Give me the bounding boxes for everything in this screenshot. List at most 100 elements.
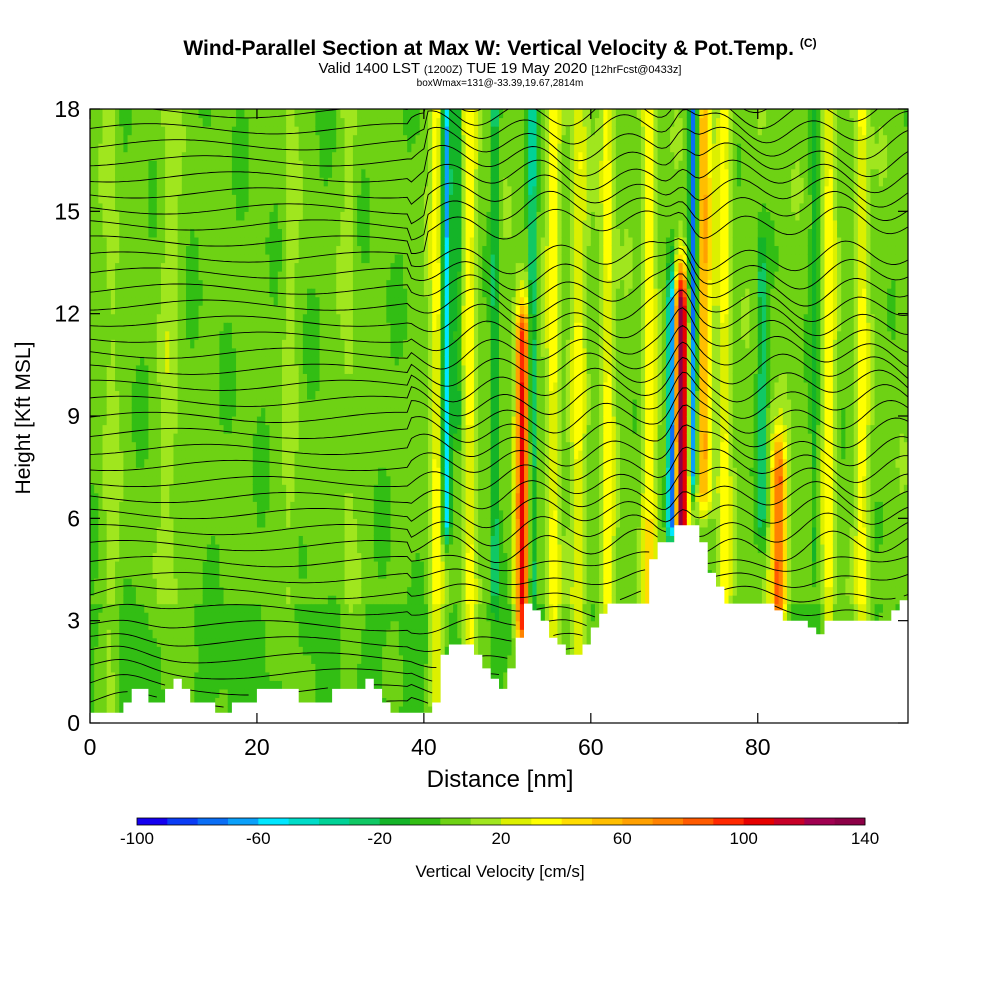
field-cell bbox=[160, 330, 166, 340]
field-cell bbox=[219, 305, 225, 315]
field-cell bbox=[352, 330, 358, 340]
field-cell bbox=[348, 458, 354, 468]
field-cell bbox=[273, 501, 279, 511]
field-cell bbox=[319, 458, 325, 468]
field-cell bbox=[110, 109, 116, 119]
field-cell bbox=[290, 680, 296, 690]
field-cell bbox=[215, 407, 220, 417]
field-cell bbox=[148, 228, 154, 238]
field-cell bbox=[319, 339, 325, 349]
field-cell bbox=[281, 168, 287, 178]
field-cell bbox=[252, 134, 258, 144]
field-cell bbox=[231, 654, 237, 664]
field-cell bbox=[231, 552, 237, 562]
field-cell bbox=[319, 202, 325, 212]
field-cell bbox=[115, 390, 120, 400]
field-cell bbox=[265, 458, 271, 468]
field-cell bbox=[231, 680, 237, 690]
field-cell bbox=[135, 160, 141, 170]
field-cell bbox=[319, 168, 325, 178]
field-cell bbox=[223, 416, 229, 426]
field-cell bbox=[190, 228, 195, 238]
field-cell bbox=[369, 296, 375, 306]
field-cell bbox=[219, 671, 225, 681]
field-cell bbox=[281, 569, 287, 579]
field-cell bbox=[248, 467, 254, 477]
field-cell bbox=[332, 134, 337, 144]
field-cell bbox=[298, 305, 304, 315]
field-cell bbox=[215, 671, 220, 681]
field-cell bbox=[206, 450, 212, 460]
field-cell bbox=[110, 313, 116, 323]
field-cell bbox=[206, 262, 212, 272]
field-cell bbox=[219, 271, 225, 281]
field-cell bbox=[90, 381, 95, 392]
field-cell bbox=[302, 629, 308, 639]
field-cell bbox=[286, 407, 291, 417]
field-cell bbox=[365, 637, 371, 647]
field-cell bbox=[106, 228, 112, 238]
field-cell bbox=[140, 390, 145, 400]
field-cell bbox=[90, 509, 95, 519]
field-cell bbox=[265, 194, 271, 204]
field-cell bbox=[198, 620, 204, 630]
field-cell bbox=[115, 262, 120, 272]
field-cell bbox=[369, 373, 375, 383]
field-cell bbox=[281, 126, 287, 136]
field-cell bbox=[127, 629, 133, 639]
field-cell bbox=[323, 501, 329, 511]
field-cell bbox=[115, 569, 120, 579]
field-cell bbox=[365, 595, 371, 605]
field-cell bbox=[286, 356, 291, 366]
field-cell bbox=[369, 509, 375, 519]
field-cell bbox=[181, 390, 187, 400]
field-cell bbox=[165, 109, 170, 119]
field-cell bbox=[273, 612, 279, 622]
field-cell bbox=[131, 424, 137, 434]
field-cell bbox=[231, 458, 237, 468]
field-cell bbox=[361, 364, 367, 374]
field-cell bbox=[115, 373, 120, 383]
field-cell bbox=[173, 228, 179, 238]
field-cell bbox=[119, 305, 124, 315]
field-cell bbox=[369, 629, 375, 639]
field-cell bbox=[206, 535, 212, 545]
field-cell bbox=[206, 398, 212, 409]
field-cell bbox=[352, 467, 358, 477]
field-cell bbox=[194, 134, 200, 144]
field-cell bbox=[156, 117, 162, 127]
field-cell bbox=[244, 143, 250, 153]
field-cell bbox=[281, 560, 287, 571]
field-cell bbox=[160, 612, 166, 622]
field-cell bbox=[307, 151, 312, 161]
field-cell bbox=[119, 356, 124, 366]
field-cell bbox=[369, 322, 375, 332]
field-cell bbox=[273, 578, 279, 588]
field-cell bbox=[336, 646, 341, 656]
field-cell bbox=[98, 663, 104, 673]
field-cell bbox=[165, 424, 170, 434]
field-cell bbox=[240, 433, 246, 443]
field-cell bbox=[144, 364, 150, 374]
field-cell bbox=[340, 160, 346, 170]
field-cell bbox=[294, 433, 300, 443]
field-cell bbox=[236, 475, 241, 485]
field-cell bbox=[236, 697, 241, 707]
field-cell bbox=[332, 501, 337, 511]
field-cell bbox=[307, 680, 312, 690]
field-cell bbox=[344, 134, 350, 144]
field-cell bbox=[319, 424, 325, 434]
field-cell bbox=[215, 458, 220, 468]
field-cell bbox=[298, 467, 304, 477]
field-cell bbox=[115, 288, 120, 298]
field-cell bbox=[332, 381, 337, 392]
field-cell bbox=[294, 151, 300, 161]
field-cell bbox=[94, 109, 99, 119]
field-cell bbox=[336, 194, 341, 204]
field-cell bbox=[357, 330, 362, 340]
field-cell bbox=[302, 475, 308, 485]
field-cell bbox=[340, 586, 346, 596]
field-cell bbox=[344, 151, 350, 161]
field-cell bbox=[327, 143, 333, 153]
field-cell bbox=[102, 364, 108, 374]
